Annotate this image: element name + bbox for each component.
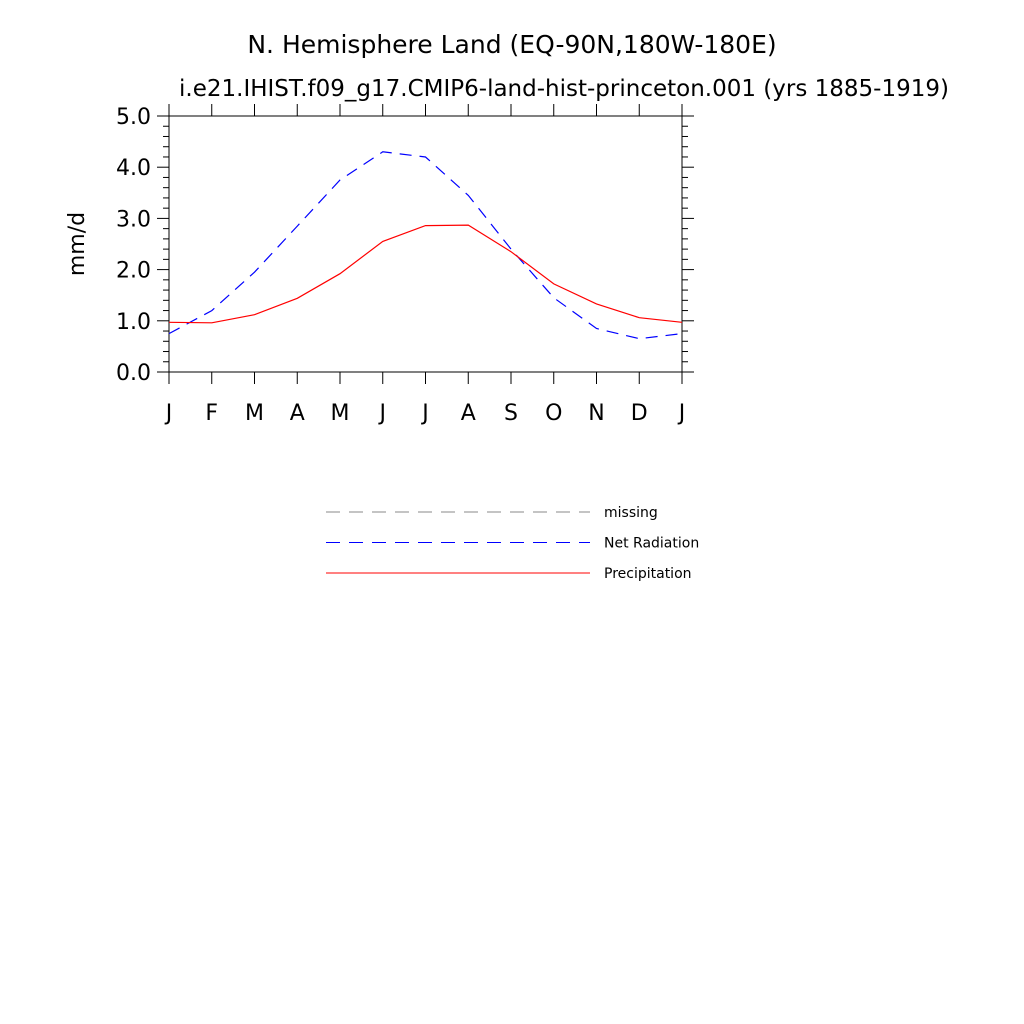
x-tick-label: S — [504, 401, 518, 426]
y-tick-label: 5.0 — [116, 105, 151, 130]
x-tick-label: A — [461, 401, 476, 426]
x-tick-label: D — [631, 401, 648, 426]
series-line-precipitation — [168, 224, 683, 324]
x-tick-label: J — [378, 401, 387, 426]
y-tick-label: 1.0 — [116, 310, 151, 335]
y-axis-label: mm/d — [65, 212, 90, 276]
legend-label: missing — [604, 505, 658, 521]
chart-subtitle: i.e21.IHIST.f09_g17.CMIP6-land-hist-prin… — [179, 76, 949, 102]
x-tick-label: N — [588, 401, 604, 426]
x-tick-label: M — [245, 401, 264, 426]
series-layer — [168, 151, 683, 340]
x-tick-label: A — [290, 401, 305, 426]
x-tick-label: O — [545, 401, 562, 426]
axis-ticks: 0.0 1.0 2.0 3.0 4.0 5.0 J F M A M J J A S O N D J — [116, 104, 694, 426]
plot-frame — [168, 115, 683, 373]
x-tick-label: J — [677, 401, 686, 426]
y-tick-label: 4.0 — [116, 156, 151, 181]
y-tick-label: 0.0 — [116, 361, 151, 386]
y-tick-label: 2.0 — [116, 259, 151, 284]
y-tick-label: 3.0 — [116, 207, 151, 232]
x-tick-label: J — [420, 401, 429, 426]
legend-label: Precipitation — [604, 566, 692, 582]
series-line-net-radiation — [168, 151, 683, 340]
x-tick-label: F — [205, 401, 218, 426]
legend: missing Net Radiation Precipitation — [326, 505, 699, 582]
chart-title: N. Hemisphere Land (EQ-90N,180W-180E) — [247, 30, 776, 59]
legend-label: Net Radiation — [604, 536, 699, 552]
x-tick-label: M — [331, 401, 350, 426]
x-tick-label: J — [164, 401, 173, 426]
